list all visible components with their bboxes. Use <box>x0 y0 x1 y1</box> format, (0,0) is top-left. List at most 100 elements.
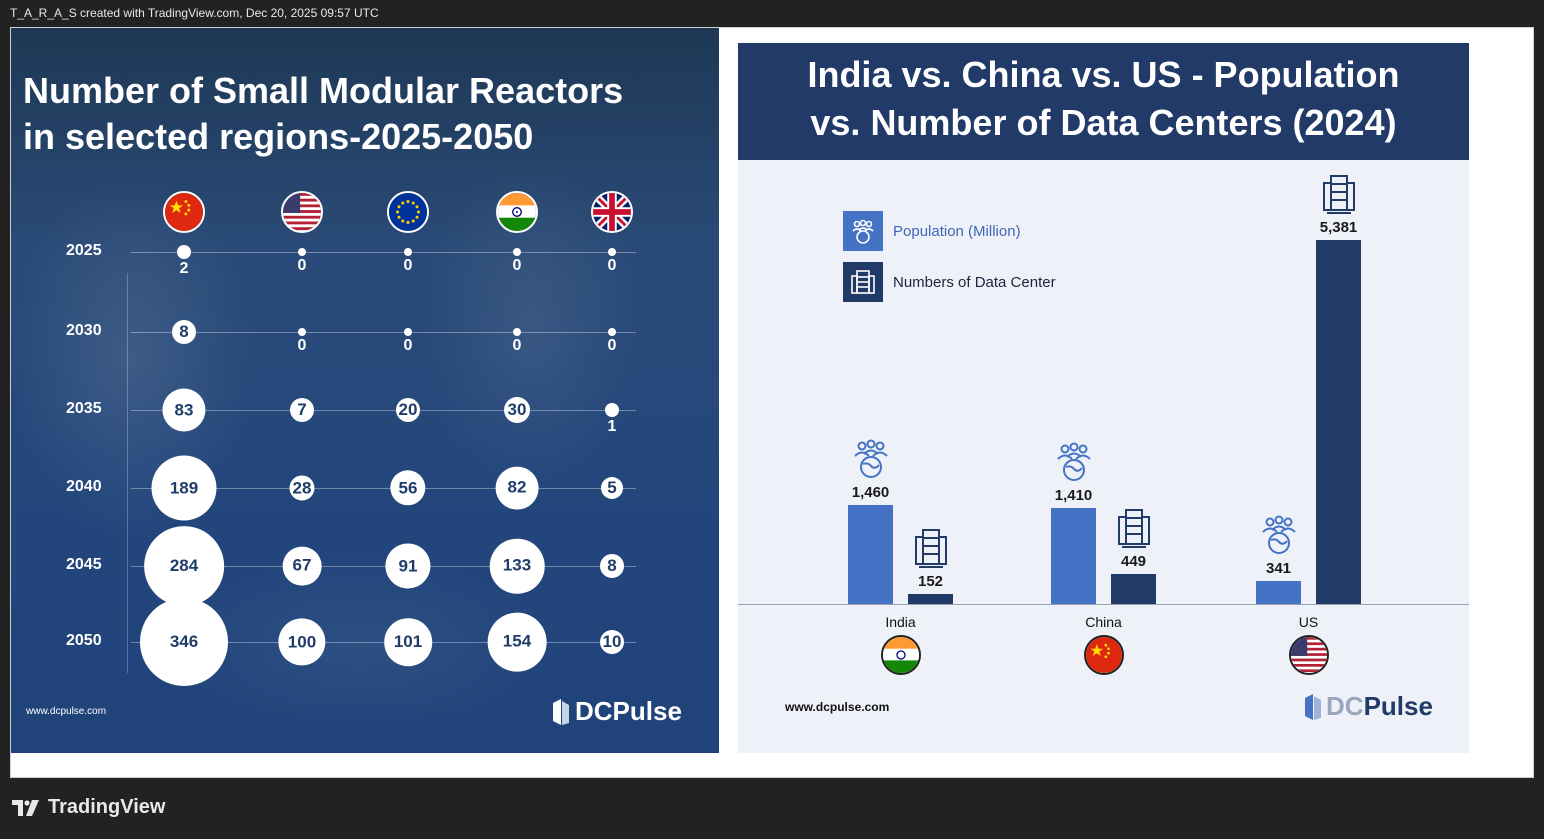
category-label-india: India <box>885 614 916 630</box>
datacenter-bar-panel: India vs. China vs. US - Population vs. … <box>738 43 1469 753</box>
bubble-us-2035: 7 <box>290 398 314 422</box>
bubble-value-label: 0 <box>297 337 307 354</box>
row-gridline <box>131 252 636 253</box>
bubble-value-label: 0 <box>297 257 307 274</box>
bubble-eu-2050: 101 <box>384 618 432 666</box>
bubble-india-2040: 82 <box>495 466 539 510</box>
bar-title-line2: vs. Number of Data Centers (2024) <box>810 102 1397 143</box>
eu-flag-icon <box>387 191 429 233</box>
bubble-value: 8 <box>607 556 617 575</box>
china-flag-icon <box>1083 635 1124 675</box>
datacenter-bar-india <box>908 593 953 604</box>
uk-flag-icon <box>591 191 633 233</box>
dcpulse-logo-icon-dark <box>1305 693 1321 720</box>
bubble-y-axis <box>127 273 128 673</box>
left-dcpulse-logo: DCPulse <box>551 696 682 727</box>
year-label-2045: 2045 <box>66 556 102 573</box>
population-value-china: 1,410 <box>1054 487 1093 505</box>
tradingview-topbar: T_A_R_A_S created with TradingView.com, … <box>0 0 1544 27</box>
bubble-uk-2050: 10 <box>600 630 624 654</box>
bubble-value: 82 <box>507 477 527 497</box>
datacenter-bar-us <box>1316 240 1361 604</box>
bubble-china-2035: 83 <box>162 388 206 432</box>
left-site-url: www.dcpulse.com <box>26 706 107 717</box>
bubble-value: 284 <box>169 556 199 575</box>
population-value-india: 1,460 <box>851 484 890 501</box>
year-label-2035: 2035 <box>66 400 102 417</box>
bubble-value-label: 1 <box>607 418 617 435</box>
bubble-value: 91 <box>398 556 418 575</box>
bar-chart-header <box>738 43 1469 160</box>
background-plant-image <box>11 28 719 753</box>
bubble-value: 20 <box>398 400 418 419</box>
bubble-us-2040: 28 <box>289 475 315 501</box>
legend-population-label: Population (Million) <box>893 222 1021 240</box>
row-gridline <box>131 488 636 489</box>
year-label-2025: 2025 <box>66 242 102 259</box>
bubble-value: 189 <box>169 478 199 497</box>
row-gridline <box>131 332 636 333</box>
year-label-2040: 2040 <box>66 478 102 495</box>
bubble-us-2050: 100 <box>278 618 326 666</box>
right-dcpulse-logo: DC Pulse <box>1303 691 1433 722</box>
bubble-eu-2025 <box>404 248 412 256</box>
bubble-china-2025 <box>177 245 191 259</box>
bubble-india-2030 <box>513 328 521 336</box>
bubble-value-label: 0 <box>607 257 617 274</box>
year-label-2050: 2050 <box>66 632 102 649</box>
bubble-india-2035: 30 <box>504 397 530 423</box>
population-icon <box>1259 514 1299 561</box>
datacenter-icon <box>911 527 951 574</box>
bubble-value: 10 <box>602 632 622 651</box>
population-bar-us <box>1256 580 1301 604</box>
bubble-uk-2030 <box>608 328 616 336</box>
population-legend-icon <box>843 211 883 251</box>
bubble-china-2045: 284 <box>144 526 224 606</box>
bubble-value: 56 <box>398 477 418 497</box>
bubble-value: 28 <box>292 478 312 497</box>
bubble-uk-2025 <box>608 248 616 256</box>
bubble-us-2045: 67 <box>282 546 322 586</box>
bubble-value: 30 <box>507 400 527 419</box>
datacenter-icon <box>1114 507 1154 554</box>
datacenter-icon <box>1319 173 1359 220</box>
year-label-2030: 2030 <box>66 322 102 339</box>
bubble-value: 100 <box>287 631 317 651</box>
bar-title-line1: India vs. China vs. US - Population <box>807 54 1400 95</box>
tradingview-brand-text: TradingView <box>48 796 166 818</box>
legend-datacenters-label: Numbers of Data Center <box>893 273 1056 291</box>
bubble-uk-2040: 5 <box>601 477 623 499</box>
population-bar-china <box>1051 508 1096 604</box>
datacenter-value-us: 5,381 <box>1319 219 1358 236</box>
bubble-value-label: 0 <box>403 257 413 274</box>
tradingview-logo[interactable]: TradingView <box>12 796 165 819</box>
category-label-us: US <box>1298 614 1319 630</box>
bubble-value: 5 <box>607 478 617 497</box>
datacenter-legend-icon <box>843 262 883 302</box>
category-label-china: China <box>1085 614 1122 630</box>
bubble-uk-2045: 8 <box>600 554 624 578</box>
india-flag-icon <box>496 191 538 233</box>
topbar-text: T_A_R_A_S created with TradingView.com, … <box>10 6 379 20</box>
bubble-value-label: 0 <box>512 337 522 354</box>
population-bar-india <box>848 505 893 604</box>
bubble-china-2030: 8 <box>172 320 196 344</box>
bubble-value-label: 0 <box>512 257 522 274</box>
legend-datacenters: Numbers of Data Center <box>843 262 1056 302</box>
us-flag-icon <box>281 191 323 233</box>
smr-title-line2: in selected regions-2025-2050 <box>23 116 534 157</box>
row-gridline <box>131 410 636 411</box>
row-gridline <box>131 566 636 567</box>
bubble-value: 346 <box>169 632 199 651</box>
bubble-value: 83 <box>174 400 194 419</box>
bubble-eu-2040: 56 <box>390 470 426 506</box>
bubble-india-2025 <box>513 248 521 256</box>
population-icon <box>851 438 891 485</box>
population-value-us: 341 <box>1265 559 1292 577</box>
bubble-value-label: 0 <box>607 337 617 354</box>
bubble-india-2050: 154 <box>487 612 547 672</box>
bubble-china-2040: 189 <box>151 455 217 521</box>
china-flag-icon <box>163 191 205 233</box>
bubble-us-2030 <box>298 328 306 336</box>
india-flag-icon <box>880 635 921 675</box>
